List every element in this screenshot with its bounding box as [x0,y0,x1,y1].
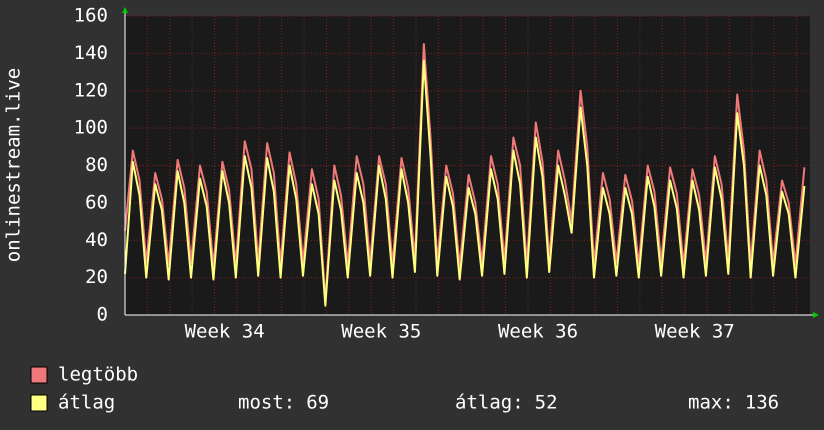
legend: legtöbb átlag most: 69 átlag: 52 max: 136 [30,364,779,414]
x-axis-arrow [813,312,819,318]
x-tick-label: Week 36 [498,321,578,343]
stat-value: 69 [306,392,329,414]
y-axis-label: onlinestream.live [3,68,25,262]
x-tick-label: Week 35 [341,321,421,343]
lines [124,43,806,307]
y-tick-label: 60 [85,191,108,213]
stat-label: most: [238,392,295,414]
y-tick-label: 140 [74,42,108,64]
stat-value: 52 [535,392,558,414]
y-tick-label: 100 [74,117,108,139]
y-tick-label: 120 [74,79,108,101]
y-tick-label: 20 [85,266,108,288]
legend-swatch [30,366,48,384]
y-tick-label: 160 [74,5,108,27]
y-tick-label: 0 [97,304,108,326]
y-tick-label: 40 [85,229,108,251]
series-line [124,59,806,307]
stat-label: max: [688,392,734,414]
x-tick-label: Week 34 [185,321,265,343]
legend-swatch [30,394,48,412]
y-tick-label: 80 [85,154,108,176]
stat-value: 136 [745,392,779,414]
legend-label: legtöbb [58,364,138,386]
x-tick-label: Week 37 [655,321,735,343]
legend-label: átlag [58,392,115,414]
y-axis-arrow [122,7,128,13]
stat-label: átlag: [455,392,524,414]
